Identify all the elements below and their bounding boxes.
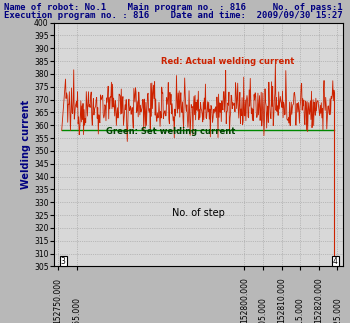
Text: 152820.000: 152820.000: [314, 277, 323, 323]
Text: 152810.000: 152810.000: [277, 277, 286, 323]
Text: 152825.000: 152825.000: [333, 297, 342, 323]
FancyBboxPatch shape: [332, 256, 339, 266]
Text: No. of step: No. of step: [172, 208, 225, 218]
Y-axis label: Welding current: Welding current: [21, 100, 31, 189]
Text: 152750.000: 152750.000: [54, 277, 63, 323]
Text: 3: 3: [61, 257, 66, 266]
Text: Green: Set welding current: Green: Set welding current: [106, 127, 236, 136]
Text: 4: 4: [333, 257, 338, 266]
Text: Name of robot: No.1    Main program no. : 816     No. of pass:1: Name of robot: No.1 Main program no. : 8…: [4, 3, 342, 12]
Text: 152805.000: 152805.000: [258, 297, 267, 323]
Text: Execution program no. : 816    Date and time:  2009/09/30 15:27: Execution program no. : 816 Date and tim…: [4, 11, 342, 20]
Text: 152800.000: 152800.000: [240, 277, 249, 323]
Text: 152815.000: 152815.000: [296, 297, 304, 323]
Text: Red: Actual welding current: Red: Actual welding current: [161, 57, 294, 66]
FancyBboxPatch shape: [60, 256, 66, 266]
Text: 152755.000: 152755.000: [72, 297, 81, 323]
